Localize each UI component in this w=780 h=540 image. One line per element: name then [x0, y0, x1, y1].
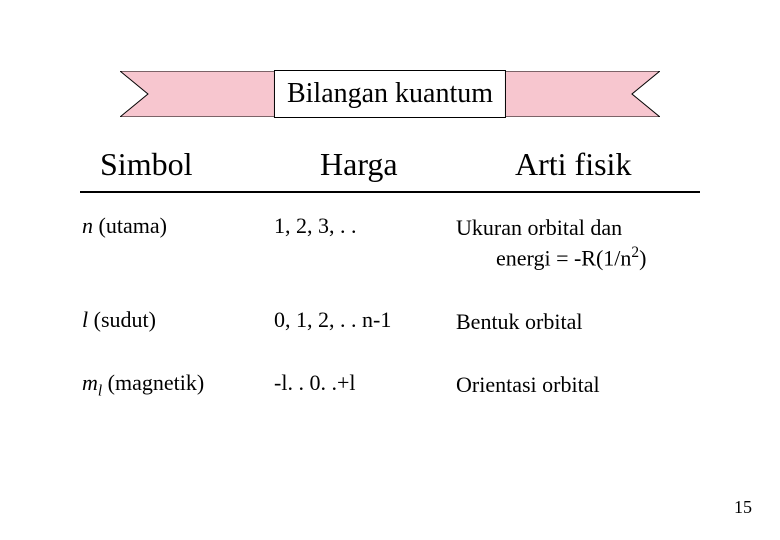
- header-meaning: Arti fisik: [500, 146, 700, 183]
- cell-value: 0, 1, 2, . . n-1: [272, 307, 454, 333]
- symbol-ml-m: m: [82, 370, 98, 395]
- ribbon-right-svg: [505, 71, 660, 117]
- table-row: ml (magnetik) -l. . 0. .+l Orientasi orb…: [80, 336, 700, 400]
- cell-value: 1, 2, 3, . .: [272, 213, 454, 239]
- ribbon-left-svg: [120, 71, 275, 117]
- slide-root: Bilangan kuantum Simbol Harga Arti fisik…: [0, 0, 780, 540]
- cell-symbol: n (utama): [80, 213, 272, 239]
- ribbon-left: [120, 71, 275, 117]
- value-ml: -l. . 0. .+l: [274, 370, 355, 395]
- cell-meaning: Ukuran orbital dan energi = -R(1/n2): [454, 213, 700, 273]
- meaning-r1-l1: Ukuran orbital dan: [456, 215, 622, 240]
- table-row: l (sudut) 0, 1, 2, . . n-1 Bentuk orbita…: [80, 273, 700, 337]
- symbol-n: n: [82, 213, 93, 238]
- cell-meaning: Orientasi orbital: [454, 370, 700, 400]
- meaning-r1-sup: 2: [631, 244, 639, 261]
- cell-symbol: ml (magnetik): [80, 370, 272, 400]
- meaning-r1-l2: energi = -R(1/n2): [456, 243, 700, 273]
- cell-symbol: l (sudut): [80, 307, 272, 333]
- meaning-r1-l2b: ): [639, 245, 646, 270]
- table-row: n (utama) 1, 2, 3, . . Ukuran orbital da…: [80, 193, 700, 273]
- slide-title: Bilangan kuantum: [274, 70, 506, 118]
- cell-value: -l. . 0. .+l: [272, 370, 454, 396]
- header-value: Harga: [290, 146, 500, 183]
- page-number: 15: [734, 497, 752, 518]
- symbol-ml-desc: (magnetik): [102, 370, 204, 395]
- cell-meaning: Bentuk orbital: [454, 307, 700, 337]
- symbol-l-desc: (sudut): [88, 307, 156, 332]
- header-symbol: Simbol: [80, 146, 290, 183]
- table-header-row: Simbol Harga Arti fisik: [80, 146, 700, 193]
- ribbon-right: [505, 71, 660, 117]
- meaning-r1-l2a: energi = -R(1/n: [496, 245, 631, 270]
- quantum-table: Simbol Harga Arti fisik n (utama) 1, 2, …: [80, 146, 700, 401]
- title-banner: Bilangan kuantum: [120, 70, 660, 118]
- symbol-n-desc: (utama): [93, 213, 167, 238]
